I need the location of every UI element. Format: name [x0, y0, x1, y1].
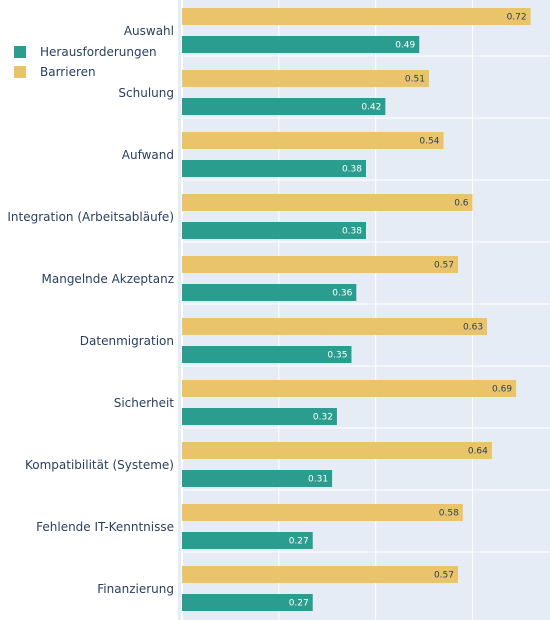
- category-label: Kompatibilität (Systeme): [25, 458, 174, 472]
- legend-label-barrieren: Barrieren: [40, 65, 96, 79]
- data-label: 0.51: [405, 75, 425, 85]
- plot-background: [178, 0, 550, 620]
- legend-item-herausforderungen[interactable]: Herausforderungen: [14, 42, 157, 62]
- category-label: Schulung: [118, 86, 174, 100]
- bar-herausforderungen[interactable]: [182, 36, 420, 53]
- category-label: Integration (Arbeitsabläufe): [7, 210, 174, 224]
- bar-herausforderungen[interactable]: [182, 222, 366, 239]
- bar-herausforderungen[interactable]: [182, 346, 352, 363]
- data-label: 0.58: [439, 509, 459, 519]
- category-labels: Auswahl Schulung Aufwand Integration (Arbei…: [7, 24, 174, 596]
- data-label: 0.31: [308, 475, 328, 485]
- bar-barrieren[interactable]: [182, 194, 473, 211]
- bar-herausforderungen[interactable]: [182, 532, 313, 549]
- data-label: 0.49: [395, 41, 415, 51]
- bar-barrieren[interactable]: [182, 256, 458, 273]
- category-label: Mangelnde Akzeptanz: [42, 272, 175, 286]
- bar-barrieren[interactable]: [182, 8, 531, 25]
- data-label: 0.42: [361, 103, 381, 113]
- data-label: 0.72: [507, 13, 527, 23]
- bar-barrieren[interactable]: [182, 380, 517, 397]
- data-label: 0.38: [342, 165, 362, 175]
- legend: Herausforderungen Barrieren: [14, 42, 157, 82]
- legend-label-herausforderungen: Herausforderungen: [40, 45, 157, 59]
- category-label: Aufwand: [122, 148, 174, 162]
- bar-barrieren[interactable]: [182, 70, 429, 87]
- data-label: 0.57: [434, 261, 454, 271]
- bar-herausforderungen[interactable]: [182, 594, 313, 611]
- bar-herausforderungen[interactable]: [182, 284, 357, 301]
- legend-swatch-herausforderungen: [14, 46, 26, 58]
- data-label: 0.38: [342, 227, 362, 237]
- data-label: 0.6: [454, 199, 469, 209]
- bar-herausforderungen[interactable]: [182, 470, 333, 487]
- category-label: Sicherheit: [114, 396, 175, 410]
- category-label: Datenmigration: [80, 334, 174, 348]
- data-label: 0.35: [327, 351, 347, 361]
- category-label: Fehlende IT-Kenntnisse: [36, 520, 174, 534]
- category-label: Auswahl: [124, 24, 174, 38]
- data-label: 0.36: [332, 289, 352, 299]
- bar-herausforderungen[interactable]: [182, 160, 366, 177]
- category-label: Finanzierung: [97, 582, 174, 596]
- bar-barrieren[interactable]: [182, 504, 463, 521]
- bar-barrieren[interactable]: [182, 442, 492, 459]
- bar-barrieren[interactable]: [182, 318, 488, 335]
- data-label: 0.27: [289, 599, 309, 609]
- legend-item-barrieren[interactable]: Barrieren: [14, 62, 157, 82]
- legend-swatch-barrieren: [14, 66, 26, 78]
- bar-herausforderungen[interactable]: [182, 98, 386, 115]
- data-label: 0.57: [434, 571, 454, 581]
- bar-barrieren[interactable]: [182, 132, 444, 149]
- data-label: 0.27: [289, 537, 309, 547]
- bar-herausforderungen[interactable]: [182, 408, 337, 425]
- bars: 0.72 0.49 0.51 0.42 0.54 0.38 0.6 0.38 0.57 0.36 0…: [182, 8, 531, 611]
- bar-barrieren[interactable]: [182, 566, 458, 583]
- data-label: 0.64: [468, 447, 488, 457]
- data-label: 0.69: [492, 385, 512, 395]
- data-label: 0.54: [419, 137, 439, 147]
- data-label: 0.63: [463, 323, 483, 333]
- data-label: 0.32: [313, 413, 333, 423]
